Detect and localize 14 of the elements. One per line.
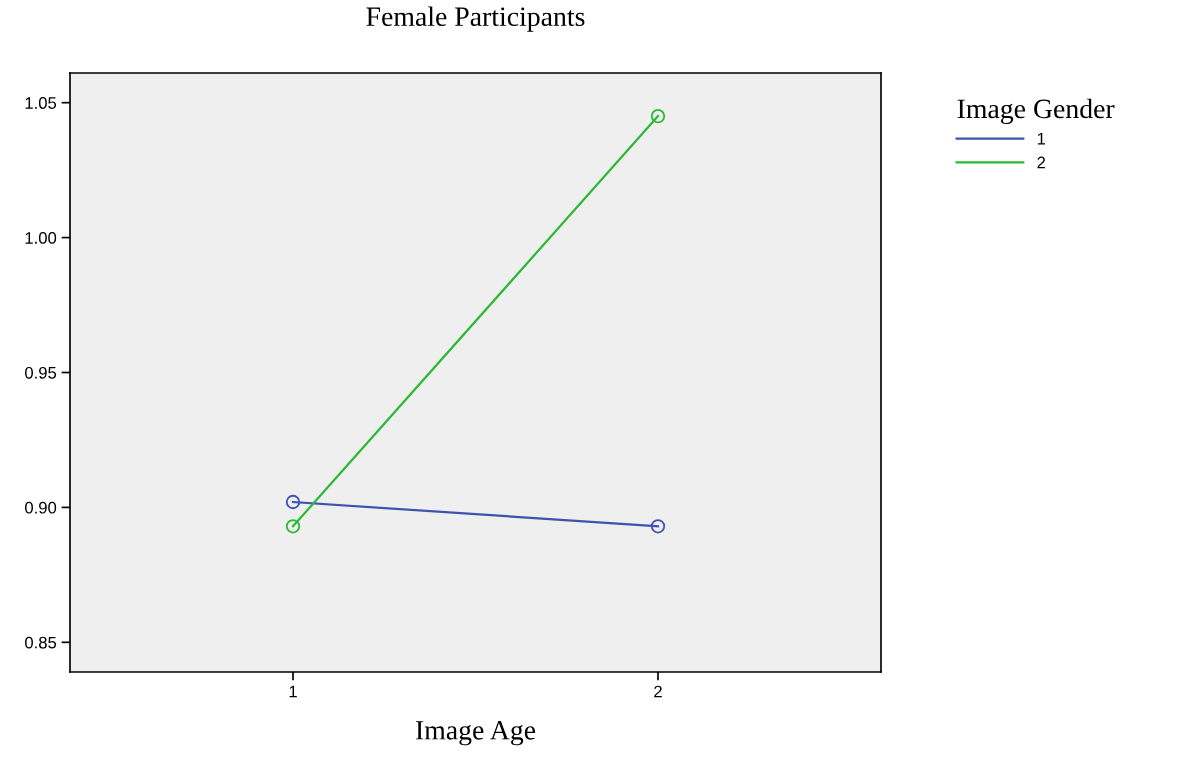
y-tick-label: 1.05 [25, 97, 57, 109]
legend-title: Image Gender [957, 98, 1115, 124]
chart-title: Female Participants [366, 6, 585, 32]
point [285, 519, 301, 534]
y-tick-label: 0.90 [25, 501, 57, 514]
point [650, 519, 666, 534]
y-tick-label: 0.95 [25, 366, 57, 379]
x-axis-title: Image Age [415, 721, 536, 746]
y-tick-label: 1.00 [25, 231, 57, 244]
point [650, 109, 666, 124]
legend-label: 2 [1037, 156, 1046, 169]
legend-label: 1 [1037, 132, 1046, 145]
y-tick-label: 0.85 [25, 636, 57, 649]
point [285, 494, 301, 510]
